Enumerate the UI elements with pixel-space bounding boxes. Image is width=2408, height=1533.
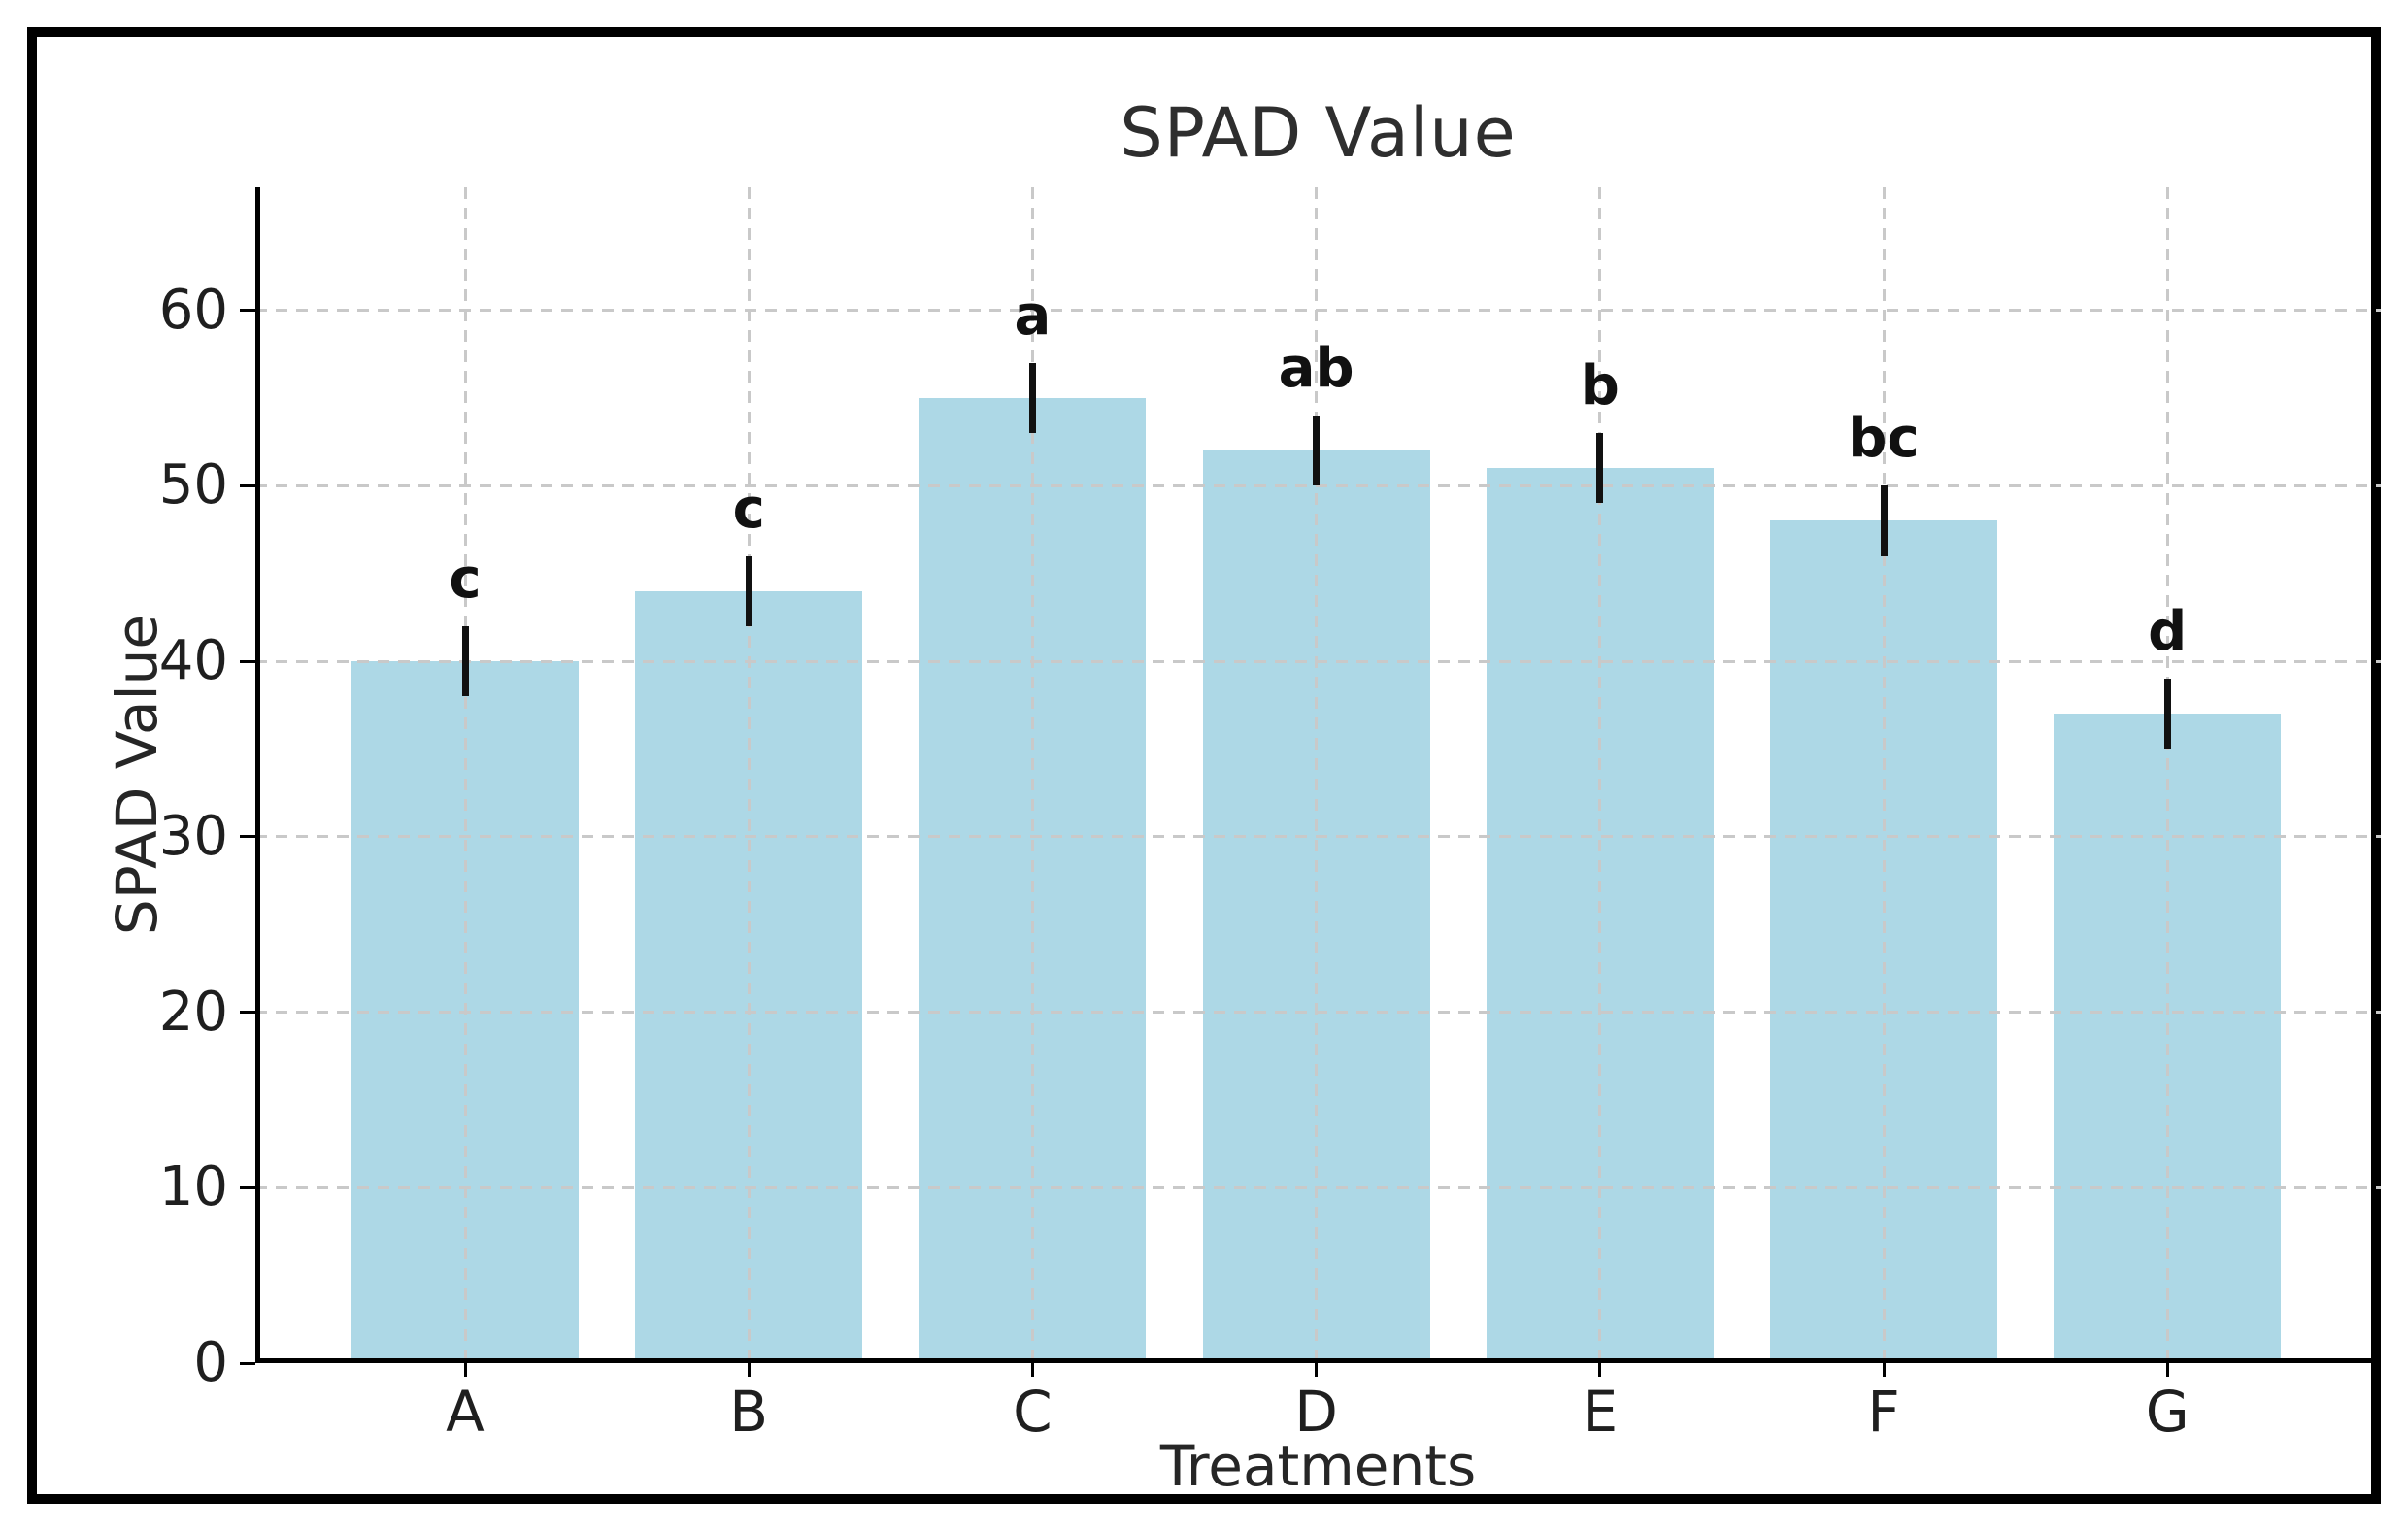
x-tick-label-F: F xyxy=(1867,1379,1900,1445)
sig-letter-F: bc xyxy=(1848,407,1920,471)
x-tick-A xyxy=(463,1363,467,1377)
error-bar-A xyxy=(461,625,469,697)
x-gridline-F xyxy=(1882,187,1886,1363)
y-tick-label-30: 30 xyxy=(158,804,228,868)
y-tick-40 xyxy=(240,659,255,663)
error-bar-C xyxy=(1028,362,1036,434)
figure-border: SPAD Value SPAD Value Treatments 0 10 20 30… xyxy=(27,27,2381,1504)
y-tick-label-20: 20 xyxy=(158,980,228,1044)
sig-letter-C: a xyxy=(1014,283,1052,348)
y-tick-30 xyxy=(240,835,255,839)
y-gridline-40 xyxy=(255,659,2381,663)
y-tick-label-60: 60 xyxy=(158,278,228,342)
y-tick-label-40: 40 xyxy=(158,629,228,692)
x-gridline-B xyxy=(747,187,751,1363)
y-axis-spine xyxy=(255,187,260,1363)
y-tick-label-10: 10 xyxy=(158,1155,228,1219)
x-tick-label-C: C xyxy=(1013,1379,1053,1445)
error-bar-G xyxy=(2163,679,2171,750)
x-tick-label-D: D xyxy=(1294,1379,1338,1445)
y-gridline-60 xyxy=(255,309,2381,313)
x-tick-D xyxy=(1315,1363,1319,1377)
x-tick-E xyxy=(1598,1363,1602,1377)
x-gridline-G xyxy=(2165,187,2169,1363)
y-tick-label-50: 50 xyxy=(158,453,228,517)
x-tick-label-A: A xyxy=(446,1379,485,1445)
y-tick-50 xyxy=(240,483,255,487)
x-tick-B xyxy=(747,1363,751,1377)
x-gridline-E xyxy=(1598,187,1602,1363)
error-bar-E xyxy=(1596,433,1604,504)
sig-letter-E: b xyxy=(1580,354,1620,418)
sig-letter-G: d xyxy=(2148,600,2188,664)
y-tick-0 xyxy=(240,1361,255,1365)
y-tick-10 xyxy=(240,1185,255,1189)
chart-title: SPAD Value xyxy=(1120,93,1517,173)
x-tick-label-B: B xyxy=(729,1379,769,1445)
error-bar-D xyxy=(1313,415,1321,486)
y-tick-label-0: 0 xyxy=(193,1331,228,1394)
error-bar-F xyxy=(1880,485,1888,556)
x-gridline-C xyxy=(1030,187,1034,1363)
y-gridline-50 xyxy=(255,483,2381,487)
y-gridline-20 xyxy=(255,1011,2381,1014)
x-tick-G xyxy=(2165,1363,2169,1377)
x-gridline-A xyxy=(463,187,467,1363)
x-axis-spine xyxy=(255,1358,2381,1363)
y-tick-20 xyxy=(240,1011,255,1014)
sig-letter-D: ab xyxy=(1278,336,1354,400)
x-tick-C xyxy=(1030,1363,1034,1377)
sig-letter-A: c xyxy=(449,547,482,611)
sig-letter-B: c xyxy=(732,477,765,541)
y-gridline-30 xyxy=(255,835,2381,839)
x-tick-label-G: G xyxy=(2145,1379,2190,1445)
y-gridline-10 xyxy=(255,1185,2381,1189)
x-tick-F xyxy=(1882,1363,1886,1377)
x-tick-label-E: E xyxy=(1582,1379,1619,1445)
error-bar-B xyxy=(745,555,752,626)
x-axis-label: Treatments xyxy=(1159,1433,1477,1499)
x-gridline-D xyxy=(1315,187,1319,1363)
y-tick-60 xyxy=(240,309,255,313)
